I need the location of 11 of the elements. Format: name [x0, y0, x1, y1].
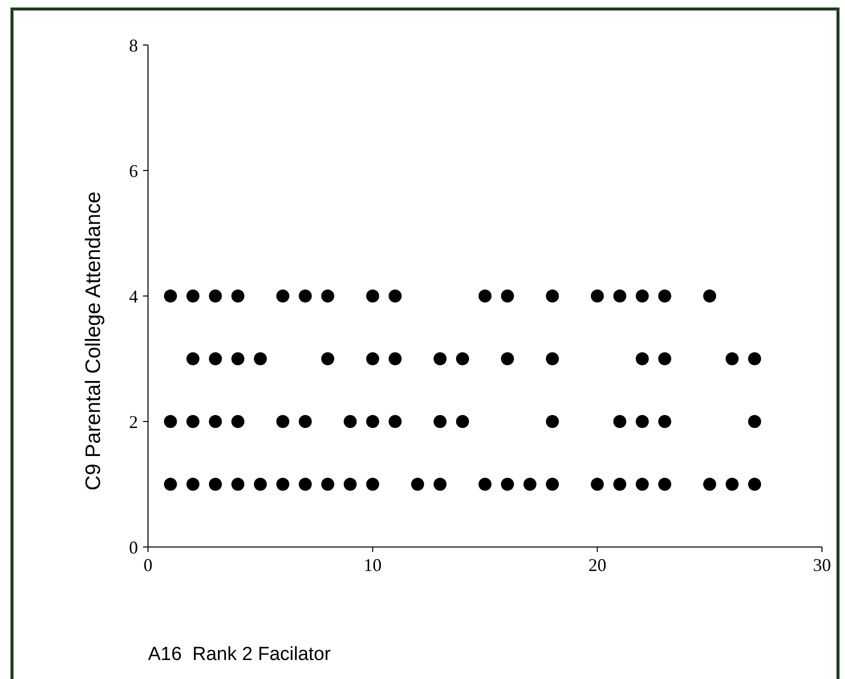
y-tick-label: 4: [129, 286, 138, 306]
x-tick-label: 20: [588, 555, 606, 575]
y-tick-label: 0: [129, 537, 138, 558]
y-tick-label: 8: [129, 35, 138, 56]
x-tick-label: 30: [813, 555, 831, 575]
y-tick-label: 6: [129, 160, 138, 181]
x-tick-label: 10: [364, 555, 382, 575]
y-axis-title: C9 Parental College Attendance: [82, 192, 105, 490]
x-axis-title: A16 Rank 2 Facilator: [148, 644, 332, 665]
x-tick-label: 0: [144, 555, 152, 575]
y-tick-label: 2: [129, 412, 138, 432]
